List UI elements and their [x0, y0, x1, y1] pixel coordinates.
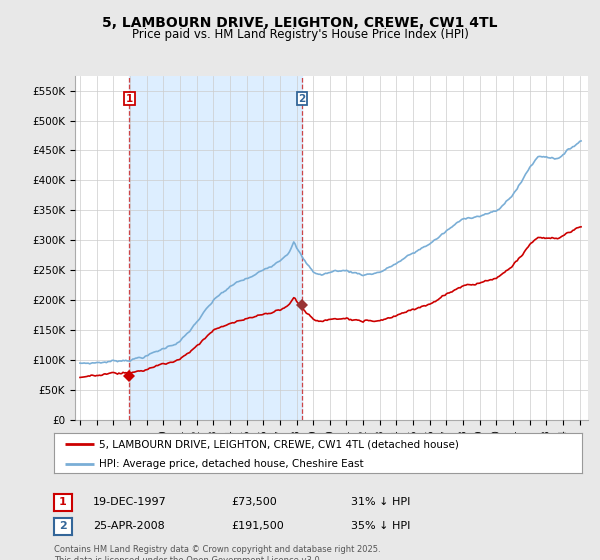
Text: 35% ↓ HPI: 35% ↓ HPI: [351, 521, 410, 531]
Text: 1: 1: [59, 497, 67, 507]
Text: £191,500: £191,500: [231, 521, 284, 531]
Text: HPI: Average price, detached house, Cheshire East: HPI: Average price, detached house, Ches…: [99, 459, 364, 469]
Text: 31% ↓ HPI: 31% ↓ HPI: [351, 497, 410, 507]
Text: £73,500: £73,500: [231, 497, 277, 507]
Text: Contains HM Land Registry data © Crown copyright and database right 2025.
This d: Contains HM Land Registry data © Crown c…: [54, 545, 380, 560]
Text: 19-DEC-1997: 19-DEC-1997: [93, 497, 167, 507]
Bar: [130, 76, 302, 420]
Text: 1: 1: [126, 94, 133, 104]
Text: 2: 2: [298, 94, 305, 104]
Text: Price paid vs. HM Land Registry's House Price Index (HPI): Price paid vs. HM Land Registry's House …: [131, 28, 469, 41]
Text: 5, LAMBOURN DRIVE, LEIGHTON, CREWE, CW1 4TL: 5, LAMBOURN DRIVE, LEIGHTON, CREWE, CW1 …: [102, 16, 498, 30]
Text: 5, LAMBOURN DRIVE, LEIGHTON, CREWE, CW1 4TL (detached house): 5, LAMBOURN DRIVE, LEIGHTON, CREWE, CW1 …: [99, 439, 459, 449]
Text: 2: 2: [59, 521, 67, 531]
Text: 25-APR-2008: 25-APR-2008: [93, 521, 165, 531]
